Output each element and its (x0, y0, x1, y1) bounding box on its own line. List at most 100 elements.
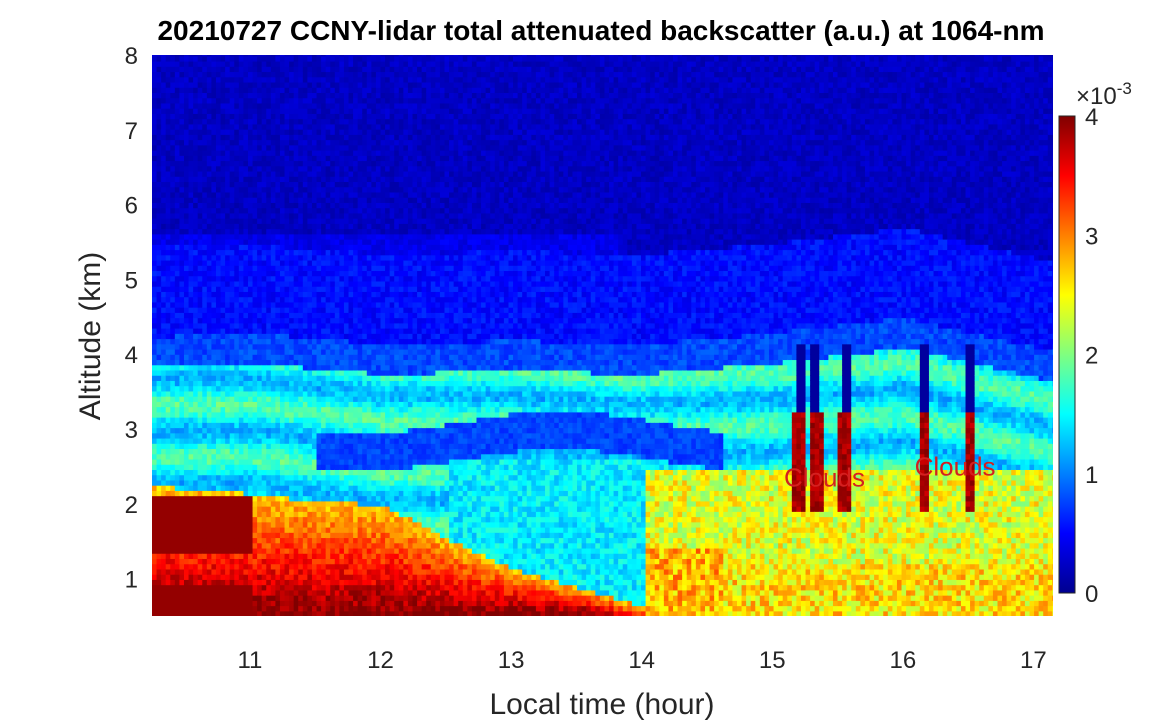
heatmap-cell (257, 606, 262, 612)
heatmap-cell (157, 448, 162, 454)
heatmap-cell (221, 239, 226, 245)
heatmap-cell (166, 223, 171, 229)
heatmap-cell (266, 108, 271, 114)
heatmap-cell (179, 564, 184, 570)
heatmap-cell (271, 119, 276, 125)
heatmap-cell (335, 155, 340, 161)
heatmap-cell (257, 176, 262, 182)
heatmap-cell (353, 579, 358, 585)
heatmap-cell (161, 391, 166, 397)
heatmap-cell (339, 197, 344, 203)
heatmap-cell (179, 129, 184, 135)
heatmap-cell (294, 433, 299, 439)
heatmap-cell (198, 428, 203, 434)
heatmap-cell (179, 98, 184, 104)
heatmap-cell (317, 307, 322, 313)
heatmap-cell (317, 260, 322, 266)
heatmap-cell (221, 375, 226, 381)
heatmap-cell (266, 328, 271, 334)
heatmap-cell (349, 82, 354, 88)
heatmap-cell (198, 197, 203, 203)
heatmap-cell (230, 574, 235, 580)
heatmap-cell (339, 71, 344, 77)
heatmap-cell (152, 318, 157, 324)
heatmap-cell (175, 291, 180, 297)
heatmap-cell (303, 129, 308, 135)
heatmap-cell (353, 312, 358, 318)
heatmap-cell (285, 297, 290, 303)
heatmap-cell (189, 370, 194, 376)
heatmap-cell (312, 223, 317, 229)
heatmap-cell (207, 87, 212, 93)
heatmap-cell (157, 333, 162, 339)
heatmap-cell (275, 249, 280, 255)
heatmap-cell (271, 260, 276, 266)
heatmap-cell (358, 171, 363, 177)
heatmap-cell (317, 98, 322, 104)
heatmap-cell (257, 249, 262, 255)
heatmap-cell (275, 480, 280, 486)
heatmap-cell (216, 464, 221, 470)
heatmap-cell (184, 375, 189, 381)
heatmap-cell (243, 213, 248, 219)
heatmap-cell (157, 407, 162, 413)
heatmap-cell (166, 155, 171, 161)
heatmap-cell (225, 61, 230, 67)
heatmap-cell (234, 302, 239, 308)
heatmap-cell (157, 443, 162, 449)
heatmap-cell (166, 51, 171, 57)
heatmap-cell (243, 87, 248, 93)
heatmap-cell (179, 553, 184, 559)
heatmap-cell (330, 459, 335, 465)
heatmap-cell (216, 140, 221, 146)
heatmap-cell (344, 307, 349, 313)
heatmap-cell (257, 181, 262, 187)
heatmap-cell (303, 119, 308, 125)
heatmap-cell (161, 485, 166, 491)
heatmap-cell (189, 417, 194, 423)
heatmap-cell (326, 459, 331, 465)
heatmap-cell (294, 103, 299, 109)
heatmap-cell (179, 281, 184, 287)
heatmap-cell (166, 119, 171, 125)
heatmap-cell (312, 375, 317, 381)
heatmap-cell (266, 166, 271, 172)
heatmap-cell (280, 517, 285, 523)
heatmap-cell (303, 145, 308, 151)
heatmap-cell (298, 150, 303, 156)
heatmap-cell (330, 606, 335, 612)
heatmap-cell (207, 506, 212, 512)
heatmap-cell (243, 433, 248, 439)
heatmap-cell (257, 307, 262, 313)
heatmap-cell (321, 422, 326, 428)
heatmap-cell (335, 365, 340, 371)
heatmap-cell (189, 522, 194, 528)
heatmap-cell (253, 234, 258, 240)
heatmap-cell (239, 375, 244, 381)
heatmap-cell (271, 234, 276, 240)
heatmap-cell (175, 265, 180, 271)
heatmap-cell (216, 506, 221, 512)
heatmap-cell (161, 119, 166, 125)
heatmap-cell (211, 354, 216, 360)
heatmap-cell (221, 140, 226, 146)
heatmap-cell (335, 333, 340, 339)
heatmap-cell (303, 181, 308, 187)
heatmap-cell (193, 192, 198, 198)
heatmap-cell (179, 370, 184, 376)
heatmap-cell (225, 611, 230, 617)
heatmap-cell (166, 129, 171, 135)
heatmap-cell (170, 543, 175, 549)
heatmap-cell (166, 490, 171, 496)
heatmap-cell (184, 98, 189, 104)
heatmap-cell (198, 166, 203, 172)
heatmap-cell (234, 223, 239, 229)
heatmap-cell (230, 160, 235, 166)
heatmap-cell (202, 56, 207, 62)
heatmap-cell (312, 276, 317, 282)
heatmap-cell (358, 454, 363, 460)
heatmap-cell (321, 600, 326, 606)
heatmap-cell (193, 396, 198, 402)
heatmap-cell (184, 354, 189, 360)
heatmap-cell (198, 354, 203, 360)
